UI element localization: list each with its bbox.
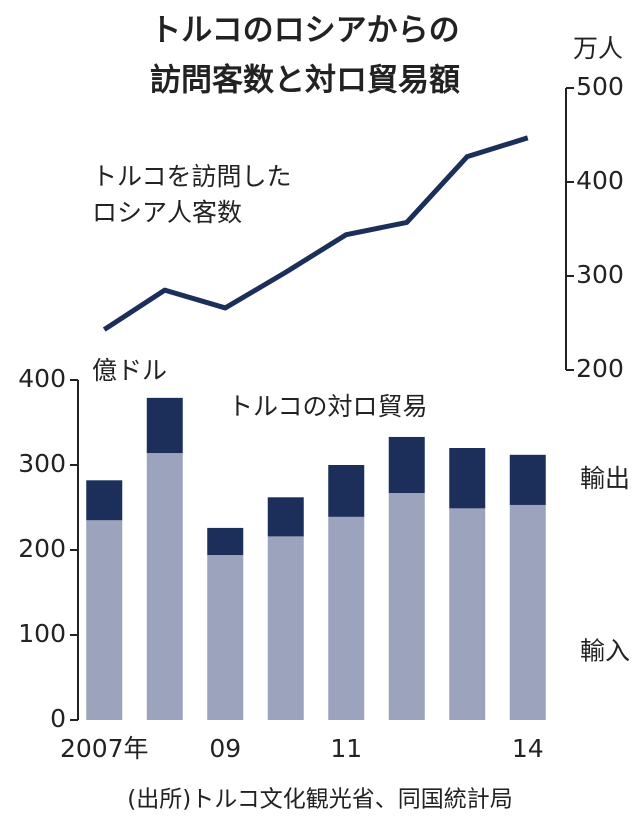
x-tick-label: 14 (512, 734, 544, 763)
y-tick-label: 100 (18, 619, 66, 648)
y-tick-label: 200 (18, 534, 66, 563)
source: (出所)トルコ文化観光省、同国統計局 (127, 787, 513, 813)
bar (449, 448, 486, 509)
annotation: トルコを訪問した (92, 162, 292, 191)
bar (388, 436, 425, 494)
y-tick-label: 500 (576, 72, 624, 101)
bar (146, 453, 183, 720)
y-tick-label: 200 (576, 354, 624, 383)
bar (449, 508, 486, 720)
bar (509, 504, 546, 720)
bar (388, 493, 425, 720)
chart-title: トルコのロシアからの (150, 13, 459, 49)
y-tick-label: 300 (576, 260, 624, 289)
bar (328, 465, 365, 517)
bar (207, 555, 244, 720)
bar (267, 536, 304, 720)
x-tick-label: 09 (209, 734, 241, 763)
bar (207, 527, 244, 556)
y-tick-label: 400 (576, 166, 624, 195)
y-tick-label: 400 (18, 364, 66, 393)
y-tick-label: 0 (50, 704, 66, 733)
bar (86, 520, 123, 720)
bar (86, 480, 123, 521)
bar (146, 397, 183, 454)
x-tick-label: 11 (330, 734, 362, 763)
bar (509, 454, 546, 505)
axis-unit: 万人 (573, 34, 623, 63)
y-tick-label: 300 (18, 449, 66, 478)
x-tick-label: 2007年 (60, 734, 149, 763)
bar (267, 497, 304, 537)
legend-label: 輸入 (580, 636, 630, 665)
chart-title: 訪問客数と対ロ貿易額 (150, 63, 460, 99)
annotation: ロシア人客数 (92, 198, 242, 227)
line (102, 135, 529, 332)
legend-label: 輸出 (580, 464, 630, 493)
axis-unit: 億ドル (92, 356, 167, 385)
annotation: トルコの対ロ貿易 (228, 392, 428, 421)
bar (328, 516, 365, 720)
